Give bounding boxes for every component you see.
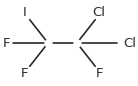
Text: Cl: Cl [92, 6, 106, 19]
Text: F: F [95, 67, 103, 80]
Text: I: I [23, 6, 27, 19]
Text: F: F [21, 67, 28, 80]
Text: F: F [3, 36, 10, 50]
Text: Cl: Cl [123, 36, 136, 50]
